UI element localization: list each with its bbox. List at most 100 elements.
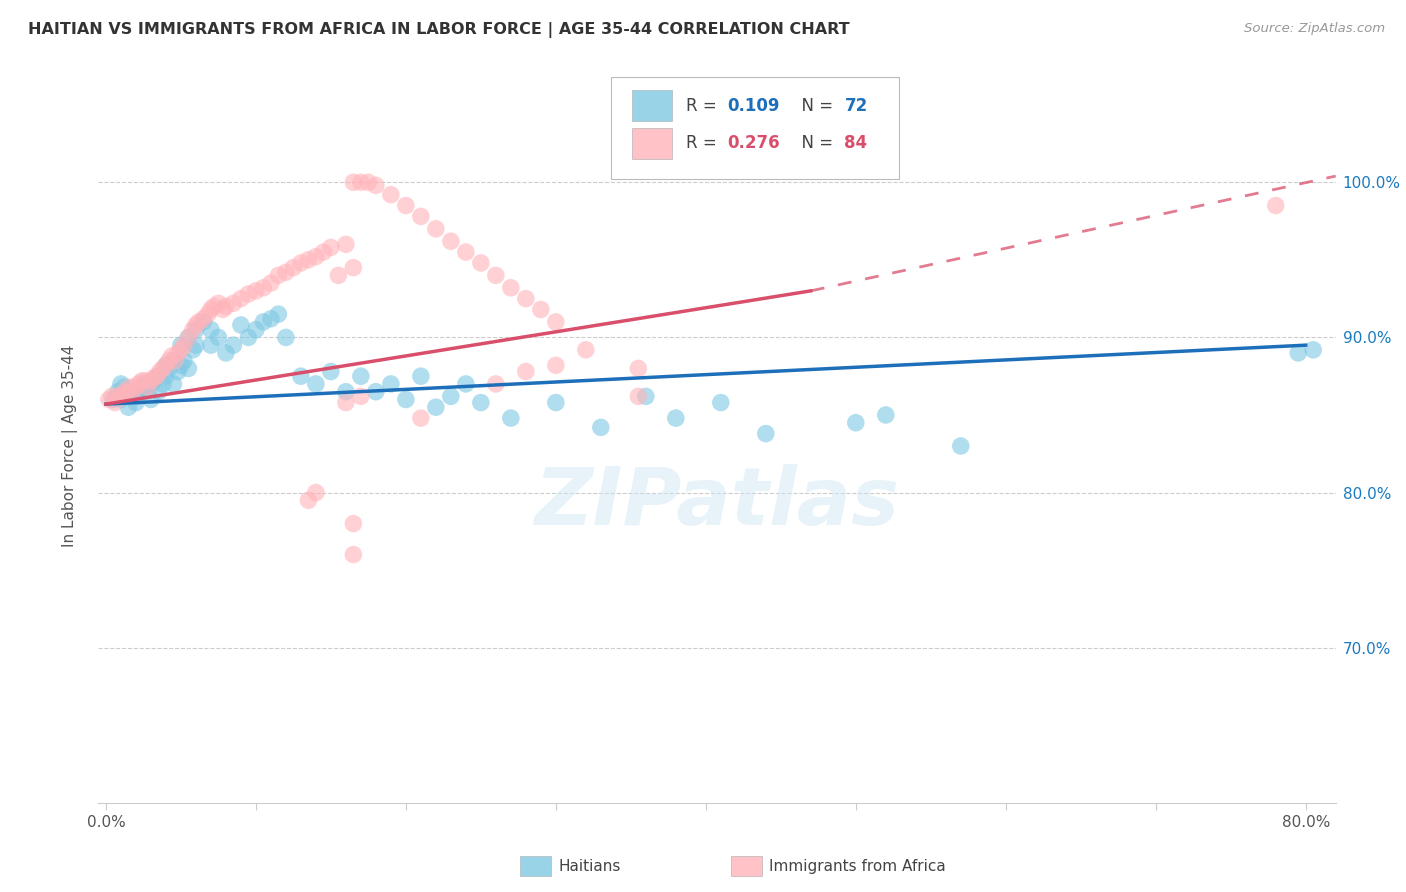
- Text: HAITIAN VS IMMIGRANTS FROM AFRICA IN LABOR FORCE | AGE 35-44 CORRELATION CHART: HAITIAN VS IMMIGRANTS FROM AFRICA IN LAB…: [28, 22, 849, 38]
- Y-axis label: In Labor Force | Age 35-44: In Labor Force | Age 35-44: [62, 345, 77, 547]
- Point: [425, 222, 447, 236]
- Point: [173, 338, 195, 352]
- Point: [589, 420, 612, 434]
- Point: [395, 392, 418, 407]
- Point: [117, 401, 139, 415]
- Point: [152, 361, 174, 376]
- Point: [146, 369, 169, 384]
- Point: [136, 383, 159, 397]
- Point: [342, 175, 364, 189]
- Point: [305, 376, 328, 391]
- Point: [875, 408, 897, 422]
- Point: [184, 318, 207, 332]
- Point: [499, 411, 522, 425]
- Text: Immigrants from Africa: Immigrants from Africa: [769, 859, 946, 873]
- Point: [155, 359, 177, 373]
- Point: [112, 384, 135, 399]
- Point: [212, 302, 235, 317]
- Point: [229, 318, 252, 332]
- Point: [160, 349, 183, 363]
- Point: [136, 380, 159, 394]
- Point: [207, 330, 229, 344]
- Point: [155, 359, 177, 373]
- Point: [274, 330, 297, 344]
- Point: [470, 395, 492, 409]
- Point: [128, 376, 150, 391]
- Point: [177, 330, 200, 344]
- Point: [342, 548, 364, 562]
- Point: [215, 346, 238, 360]
- Point: [222, 338, 245, 352]
- Point: [238, 330, 260, 344]
- Point: [157, 361, 180, 376]
- Point: [122, 389, 145, 403]
- Text: N =: N =: [792, 96, 838, 115]
- Text: R =: R =: [686, 96, 721, 115]
- Point: [665, 411, 688, 425]
- Point: [710, 395, 733, 409]
- Point: [181, 343, 204, 357]
- Point: [125, 395, 148, 409]
- Text: Source: ZipAtlas.com: Source: ZipAtlas.com: [1244, 22, 1385, 36]
- Point: [260, 276, 283, 290]
- Point: [132, 376, 155, 391]
- Point: [305, 250, 328, 264]
- Point: [125, 380, 148, 394]
- Point: [335, 237, 357, 252]
- Text: 0.109: 0.109: [728, 96, 780, 115]
- Point: [350, 175, 373, 189]
- Point: [544, 359, 567, 373]
- Point: [454, 245, 477, 260]
- Text: 84: 84: [845, 134, 868, 153]
- Point: [409, 210, 432, 224]
- Point: [364, 178, 387, 193]
- Point: [364, 384, 387, 399]
- Point: [104, 395, 127, 409]
- Point: [267, 307, 290, 321]
- Point: [193, 311, 215, 326]
- Point: [499, 281, 522, 295]
- Point: [177, 361, 200, 376]
- Point: [157, 353, 180, 368]
- Point: [530, 302, 553, 317]
- Point: [193, 315, 215, 329]
- Point: [335, 384, 357, 399]
- Point: [274, 265, 297, 279]
- Point: [118, 380, 141, 394]
- Point: [350, 369, 373, 384]
- Point: [627, 389, 650, 403]
- Point: [515, 365, 537, 379]
- Point: [139, 374, 162, 388]
- Point: [142, 370, 165, 384]
- Point: [395, 198, 418, 212]
- Text: N =: N =: [792, 134, 838, 153]
- Point: [139, 376, 162, 391]
- Point: [162, 353, 184, 368]
- Point: [470, 256, 492, 270]
- Point: [170, 338, 193, 352]
- Point: [440, 234, 463, 248]
- Point: [181, 323, 204, 337]
- Point: [184, 338, 207, 352]
- Point: [409, 411, 432, 425]
- Point: [128, 389, 150, 403]
- Point: [755, 426, 778, 441]
- Point: [117, 384, 139, 399]
- Point: [485, 268, 508, 283]
- Point: [328, 268, 350, 283]
- Text: R =: R =: [686, 134, 721, 153]
- Point: [342, 516, 364, 531]
- Point: [267, 268, 290, 283]
- Point: [283, 260, 305, 275]
- Point: [184, 323, 207, 337]
- Point: [222, 296, 245, 310]
- Text: Haitians: Haitians: [558, 859, 620, 873]
- Point: [177, 330, 200, 344]
- Point: [252, 315, 274, 329]
- Point: [245, 284, 267, 298]
- Point: [1264, 198, 1286, 212]
- Point: [425, 401, 447, 415]
- Point: [167, 346, 190, 360]
- Point: [319, 365, 342, 379]
- Point: [107, 389, 129, 403]
